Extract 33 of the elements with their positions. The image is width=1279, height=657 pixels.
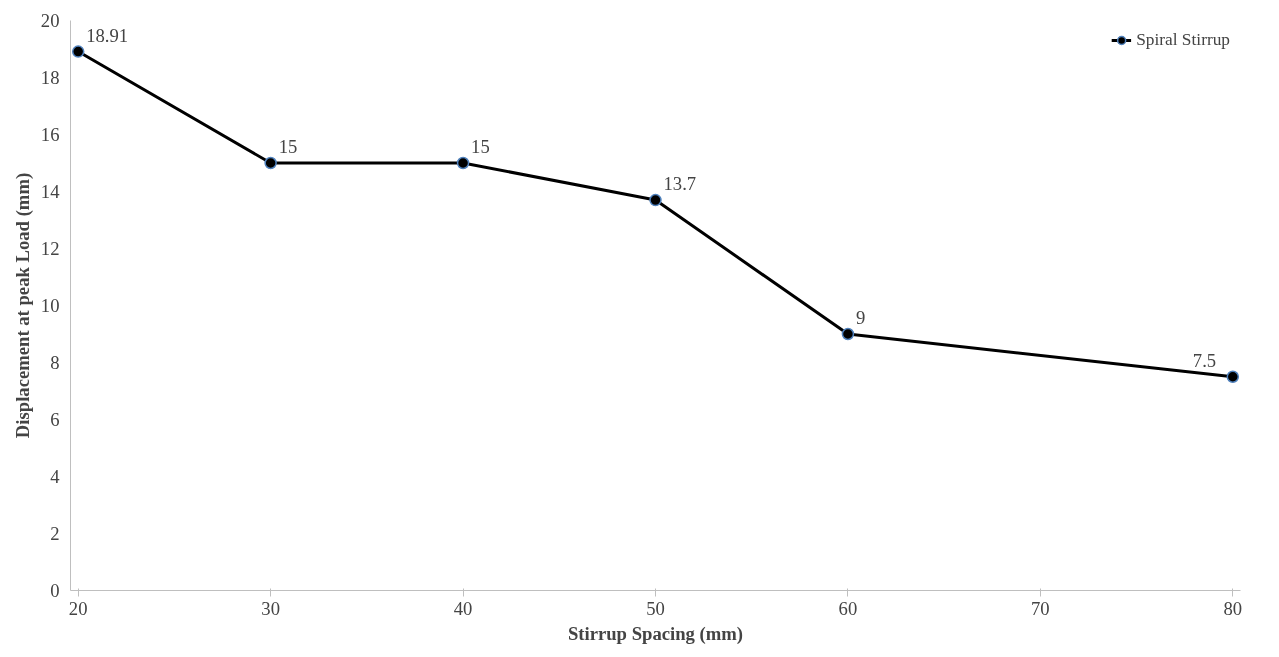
- point: [1226, 370, 1240, 383]
- x-axis-title: Stirrup Spacing (mm): [567, 622, 744, 645]
- y-tick-label: 10: [40, 295, 60, 316]
- y-tick-label: 8: [50, 352, 60, 373]
- data-label: 13.7: [663, 173, 697, 195]
- point: [456, 156, 470, 170]
- x-tick-label: 60: [838, 597, 858, 619]
- y-tick-label: 0: [50, 580, 60, 601]
- data-label: 18.91: [86, 24, 129, 46]
- y-tick-label: 4: [50, 466, 61, 487]
- y-tick-label: 16: [40, 124, 60, 145]
- data-label: 15: [278, 136, 298, 157]
- point: [264, 156, 277, 170]
- point: [71, 45, 85, 58]
- data-label: 7.5: [1192, 349, 1217, 371]
- y-tick-label: 20: [40, 10, 60, 31]
- data-label: 9: [855, 307, 866, 328]
- y-axis-title: Displacement at peak Load (mm): [11, 172, 34, 439]
- x-tick-label: 50: [646, 597, 665, 619]
- y-tick-label: 12: [40, 238, 60, 259]
- x-tick-label: 80: [1223, 597, 1243, 619]
- point: [841, 327, 855, 341]
- y-tick-label: 6: [50, 409, 60, 430]
- y-tick-label: 18: [40, 67, 60, 88]
- legend-label: Spiral Stirrup: [1136, 30, 1230, 50]
- x-tick-label: 40: [453, 597, 473, 619]
- x-tick-label: 20: [68, 597, 88, 619]
- x-tick-label: 70: [1031, 597, 1050, 619]
- y-tick-label: 2: [50, 523, 60, 544]
- y-tick-label: 14: [40, 181, 61, 202]
- data-label: 15: [471, 136, 490, 157]
- x-tick-label: 30: [261, 597, 280, 619]
- point: [649, 193, 662, 207]
